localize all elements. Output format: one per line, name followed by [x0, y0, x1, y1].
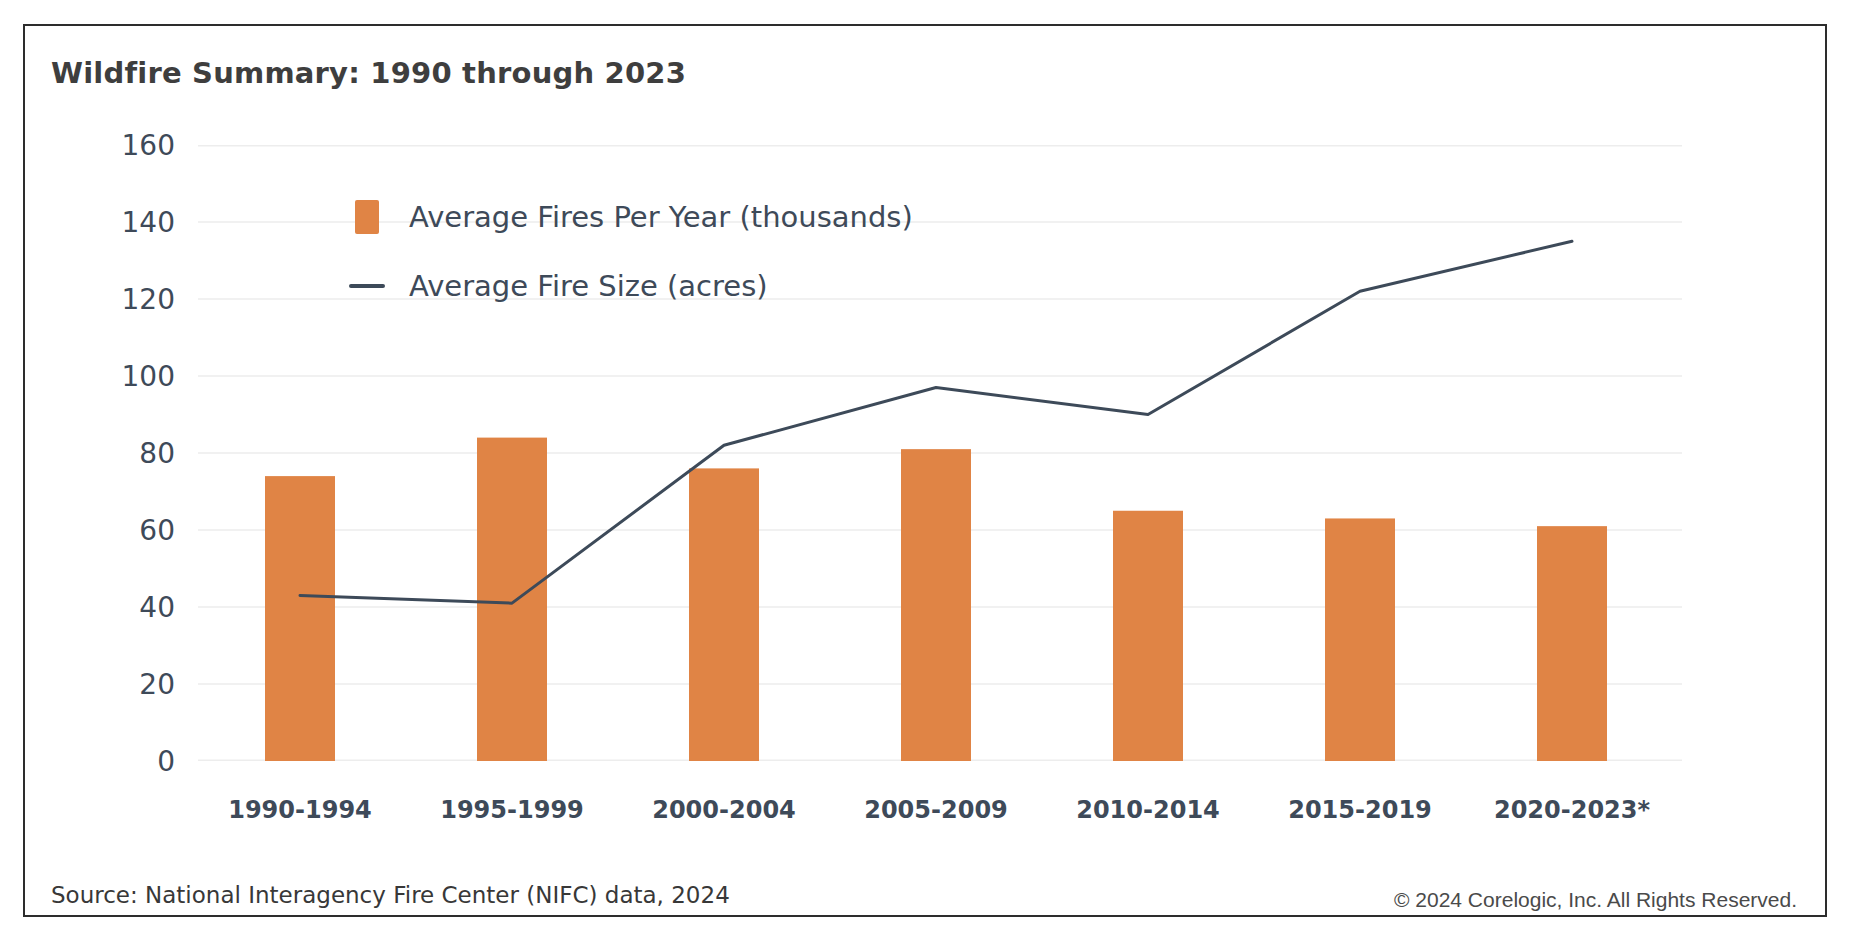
- y-tick-label: 20: [25, 668, 175, 701]
- x-tick-label: 1995-1999: [440, 796, 584, 824]
- chart-card: Wildfire Summary: 1990 through 2023 0204…: [23, 24, 1827, 917]
- bar-avg-fires: [1113, 511, 1183, 761]
- x-tick-label: 2005-2009: [864, 796, 1008, 824]
- legend-label-avg-fires: Average Fires Per Year (thousands): [409, 200, 913, 234]
- legend-item-avg-fires: Average Fires Per Year (thousands): [345, 194, 913, 240]
- x-tick-label: 2000-2004: [652, 796, 796, 824]
- y-tick-label: 40: [25, 591, 175, 624]
- y-tick-label: 80: [25, 437, 175, 470]
- legend-label-avg-fire-size: Average Fire Size (acres): [409, 269, 768, 303]
- bar-avg-fires: [689, 468, 759, 761]
- bar-avg-fires: [265, 476, 335, 761]
- x-tick-label: 2015-2019: [1288, 796, 1432, 824]
- bar-avg-fires: [477, 438, 547, 761]
- y-tick-label: 120: [25, 283, 175, 316]
- bar-swatch-icon: [355, 200, 379, 234]
- legend-item-avg-fire-size: Average Fire Size (acres): [345, 263, 768, 309]
- y-tick-label: 160: [25, 129, 175, 162]
- x-tick-label: 2010-2014: [1076, 796, 1220, 824]
- bar-avg-fires: [901, 449, 971, 761]
- source-note: Source: National Interagency Fire Center…: [51, 882, 730, 908]
- y-tick-label: 140: [25, 206, 175, 239]
- y-tick-label: 0: [25, 745, 175, 778]
- y-tick-label: 100: [25, 360, 175, 393]
- y-tick-label: 60: [25, 514, 175, 547]
- y-axis-labels: 0 20 40 60 80 100 120 140 160: [25, 26, 175, 915]
- line-swatch-icon: [349, 284, 385, 288]
- x-tick-label: 2020-2023*: [1494, 796, 1650, 824]
- bar-avg-fires: [1537, 526, 1607, 761]
- copyright-note: © 2024 Corelogic, Inc. All Rights Reserv…: [1394, 888, 1797, 912]
- x-tick-label: 1990-1994: [228, 796, 372, 824]
- bar-avg-fires: [1325, 518, 1395, 761]
